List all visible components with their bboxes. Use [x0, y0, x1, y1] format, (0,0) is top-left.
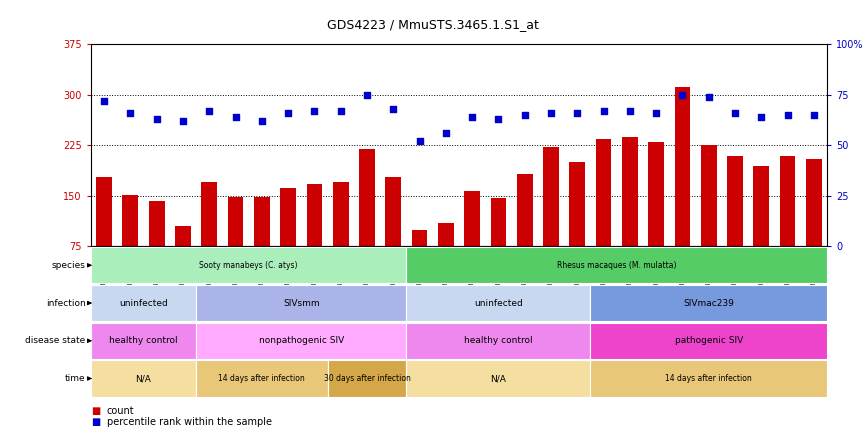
Bar: [411, 230, 428, 246]
Point: [754, 114, 768, 121]
Point: [465, 114, 479, 121]
Text: N/A: N/A: [136, 374, 152, 383]
Text: SIVmac239: SIVmac239: [683, 298, 734, 308]
Point: [386, 106, 400, 113]
Bar: [91, 361, 196, 396]
Point: [623, 107, 637, 115]
Text: infection: infection: [46, 298, 86, 308]
Text: nonpathogenic SIV: nonpathogenic SIV: [259, 336, 344, 345]
Bar: [570, 162, 585, 246]
Bar: [228, 197, 243, 246]
Point: [518, 111, 532, 119]
Bar: [406, 285, 591, 321]
Bar: [327, 361, 406, 396]
Text: ■: ■: [91, 417, 100, 427]
Text: healthy control: healthy control: [109, 336, 178, 345]
Point: [728, 110, 742, 117]
Bar: [596, 139, 611, 246]
Bar: [727, 155, 743, 246]
Bar: [464, 190, 480, 246]
Bar: [196, 361, 327, 396]
Text: SIVsmm: SIVsmm: [283, 298, 320, 308]
Point: [650, 110, 663, 117]
Text: uninfected: uninfected: [120, 298, 168, 308]
Point: [807, 111, 821, 119]
Bar: [591, 361, 827, 396]
Text: uninfected: uninfected: [474, 298, 523, 308]
Text: GDS4223 / MmuSTS.3465.1.S1_at: GDS4223 / MmuSTS.3465.1.S1_at: [327, 18, 539, 31]
Bar: [406, 323, 591, 359]
Text: disease state: disease state: [25, 336, 86, 345]
Bar: [406, 361, 591, 396]
Bar: [438, 223, 454, 246]
Point: [544, 110, 558, 117]
Text: percentile rank within the sample: percentile rank within the sample: [107, 417, 272, 427]
Point: [124, 110, 138, 117]
Bar: [649, 142, 664, 246]
Point: [360, 91, 374, 99]
Bar: [333, 182, 348, 246]
Point: [97, 97, 111, 104]
Bar: [543, 147, 559, 246]
Text: 14 days after infection: 14 days after infection: [218, 374, 305, 383]
Point: [701, 93, 715, 100]
Point: [492, 115, 506, 123]
Bar: [149, 201, 165, 246]
Bar: [490, 198, 507, 246]
Point: [439, 130, 453, 137]
Point: [571, 110, 585, 117]
Text: ■: ■: [91, 406, 100, 416]
Point: [333, 107, 347, 115]
Bar: [359, 149, 375, 246]
Text: time: time: [65, 374, 86, 383]
Point: [255, 118, 268, 125]
Bar: [196, 285, 406, 321]
Point: [675, 91, 689, 99]
Point: [229, 114, 242, 121]
Point: [150, 115, 164, 123]
Bar: [96, 177, 112, 246]
Text: Sooty manabeys (C. atys): Sooty manabeys (C. atys): [199, 261, 298, 270]
Point: [780, 111, 794, 119]
Bar: [701, 145, 717, 246]
Bar: [806, 159, 822, 246]
Bar: [196, 323, 406, 359]
Bar: [517, 174, 533, 246]
Bar: [91, 247, 406, 283]
Text: N/A: N/A: [490, 374, 507, 383]
Bar: [281, 188, 296, 246]
Bar: [779, 155, 796, 246]
Bar: [591, 323, 827, 359]
Text: 14 days after infection: 14 days after infection: [665, 374, 752, 383]
Text: Rhesus macaques (M. mulatta): Rhesus macaques (M. mulatta): [557, 261, 676, 270]
Bar: [122, 194, 139, 246]
Bar: [91, 323, 196, 359]
Point: [203, 107, 216, 115]
Bar: [254, 197, 269, 246]
Text: species: species: [52, 261, 86, 270]
Bar: [201, 182, 217, 246]
Bar: [91, 285, 196, 321]
Bar: [753, 166, 769, 246]
Point: [281, 110, 295, 117]
Text: healthy control: healthy control: [464, 336, 533, 345]
Bar: [307, 184, 322, 246]
Text: count: count: [107, 406, 134, 416]
Point: [597, 107, 611, 115]
Point: [412, 138, 426, 145]
Text: pathogenic SIV: pathogenic SIV: [675, 336, 743, 345]
Bar: [385, 177, 401, 246]
Bar: [622, 137, 637, 246]
Point: [176, 118, 190, 125]
Bar: [406, 247, 827, 283]
Bar: [591, 285, 827, 321]
Text: 30 days after infection: 30 days after infection: [324, 374, 410, 383]
Bar: [675, 87, 690, 246]
Bar: [175, 226, 191, 246]
Point: [307, 107, 321, 115]
